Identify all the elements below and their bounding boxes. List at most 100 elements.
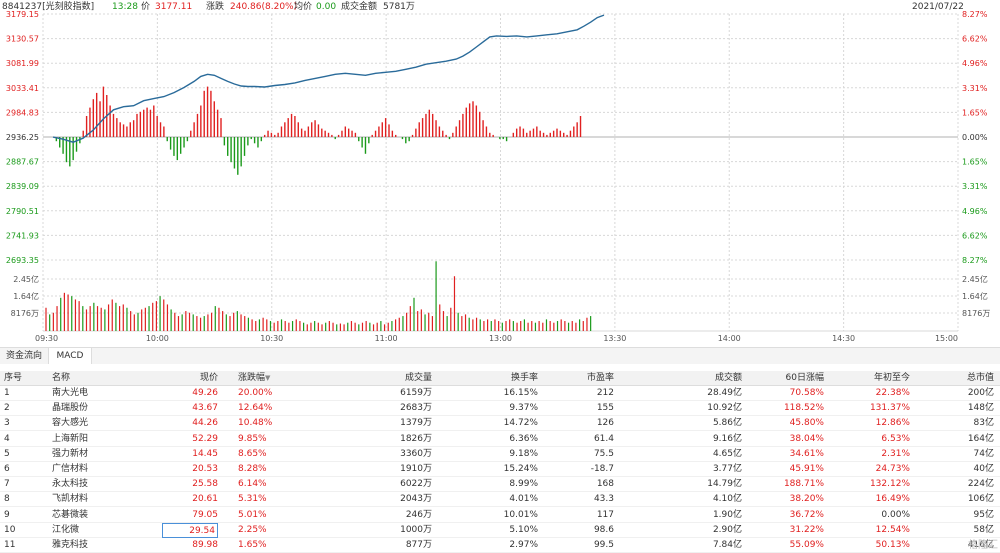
cell-no: 4 bbox=[4, 433, 10, 444]
table-row[interactable]: 7 永太科技 25.58 6.14% 6022万 8.99% 168 14.79亿 188.71… bbox=[0, 477, 1000, 493]
cell-no: 3 bbox=[4, 418, 10, 429]
cell-ytd: 50.13% bbox=[875, 540, 910, 550]
cell-volume: 246万 bbox=[405, 509, 432, 520]
col-header-pe[interactable]: 市盈率 bbox=[586, 373, 614, 383]
cell-name: 强力新材 bbox=[52, 448, 89, 459]
table-row[interactable]: 4 上海新阳 52.29 9.85% 1826万 6.36% 61.4 9.16亿 38.04%… bbox=[0, 432, 1000, 447]
time-axis-label: 14:00 bbox=[718, 334, 741, 343]
cell-amount: 7.84亿 bbox=[712, 540, 742, 550]
right-axis-tick: 6.62% bbox=[962, 35, 988, 44]
col-header-price[interactable]: 现价 bbox=[199, 373, 218, 383]
cell-name: 晶瑞股份 bbox=[52, 403, 89, 414]
intraday-chart[interactable]: 3179.15 8.27% 3130.57 6.62% 3081.99 4.96% 3033… bbox=[0, 0, 1000, 347]
table-row[interactable]: 11 雅克科技 89.98 1.65% 877万 2.97% 99.5 7.84亿 55.09%… bbox=[0, 538, 1000, 553]
cell-cap: 95亿 bbox=[973, 509, 994, 520]
cell-pe: 61.4 bbox=[593, 433, 614, 444]
col-header-no[interactable]: 序号 bbox=[4, 373, 23, 383]
cell-ytd: 16.49% bbox=[875, 494, 910, 505]
cell-cap: 83亿 bbox=[973, 418, 994, 429]
cell-price: 52.29 bbox=[192, 433, 218, 444]
cell-no: 6 bbox=[4, 464, 10, 474]
right-axis-tick: 1.65% bbox=[962, 158, 988, 167]
avg-value: 0.00 bbox=[316, 2, 337, 12]
cell-turnover: 14.72% bbox=[503, 418, 538, 429]
cell-ytd: 12.86% bbox=[875, 418, 910, 429]
cell-ytd: 24.73% bbox=[875, 464, 910, 474]
cell-volume: 1000万 bbox=[400, 524, 432, 535]
table-row[interactable]: 6 广信材料 20.53 8.28% 1910万 15.24% -18.7 3.77亿 45.9… bbox=[0, 462, 1000, 477]
cell-name: 上海新阳 bbox=[52, 433, 89, 444]
table-row[interactable]: 2 晶瑞股份 43.67 12.64% 2683万 9.37% 155 10.92亿 118.5… bbox=[0, 401, 1000, 417]
table-row[interactable]: 9 芯碁微装 79.05 5.01% 246万 10.01% 117 1.90亿 36.72% 0… bbox=[0, 508, 1000, 523]
col-header-cap[interactable]: 总市值 bbox=[966, 373, 994, 383]
amount-label: 成交金额 bbox=[341, 2, 378, 12]
cell-name: 广信材料 bbox=[52, 464, 89, 474]
cell-amount: 9.16亿 bbox=[712, 433, 742, 444]
col-header-volume[interactable]: 成交量 bbox=[404, 373, 432, 383]
cell-pct: 20.00% bbox=[238, 388, 273, 398]
cell-price: 29.54 bbox=[162, 522, 218, 538]
cell-no: 1 bbox=[4, 388, 10, 398]
avg-label: 均价 bbox=[294, 2, 313, 12]
right-axis-tick: 8.27% bbox=[962, 10, 988, 19]
tab-macd[interactable]: MACD bbox=[48, 348, 92, 364]
table-row[interactable]: 8 飞凯材料 20.61 5.31% 2043万 4.01% 43.3 4.10亿 38.20%… bbox=[0, 492, 1000, 508]
col-header-name[interactable]: 名称 bbox=[52, 373, 71, 383]
time-axis-label: 11:00 bbox=[375, 334, 398, 343]
quote-time: 13:28 bbox=[112, 2, 138, 12]
cell-pe: 99.5 bbox=[593, 540, 614, 550]
cell-amount: 2.90亿 bbox=[712, 524, 742, 535]
cell-turnover: 9.18% bbox=[509, 448, 538, 459]
col-header-pct-label: 涨跌幅 bbox=[238, 373, 266, 383]
cell-pct: 2.25% bbox=[238, 524, 267, 535]
volume-axis-tick: 8176万 bbox=[11, 309, 39, 318]
cell-price: 49.26 bbox=[192, 388, 218, 398]
cell-price: 79.05 bbox=[192, 509, 218, 520]
table-row[interactable]: 1 南大光电 49.26 20.00% 6159万 16.15% 212 28.49亿 70.5… bbox=[0, 386, 1000, 401]
table-row[interactable]: 5 强力新材 14.45 8.65% 3360万 9.18% 75.5 4.65亿 34.61%… bbox=[0, 447, 1000, 462]
cell-pe: -18.7 bbox=[590, 464, 614, 474]
cell-amount: 14.79亿 bbox=[707, 479, 742, 490]
col-header-pct[interactable]: 涨跌幅▼ bbox=[238, 371, 306, 386]
cell-pe: 155 bbox=[596, 403, 614, 414]
col-header-turnover[interactable]: 换手率 bbox=[510, 373, 538, 383]
time-axis-label: 14:30 bbox=[832, 334, 855, 343]
left-axis-tick: 3130.57 bbox=[6, 35, 39, 44]
left-axis-tick: 2693.35 bbox=[6, 256, 39, 265]
col-header-60d[interactable]: 60日涨幅 bbox=[785, 373, 824, 383]
table-row[interactable]: 3 容大感光 44.26 10.48% 1379万 14.72% 126 5.86亿 45.80… bbox=[0, 416, 1000, 432]
time-axis-label: 10:30 bbox=[260, 334, 283, 343]
cell-cap: 58亿 bbox=[973, 524, 994, 535]
table-row[interactable]: 10 江化微 29.54 2.25% 1000万 5.10% 98.6 2.90亿 31.22%… bbox=[0, 522, 1000, 538]
price-line bbox=[52, 14, 605, 143]
right-axis-tick: 8.27% bbox=[962, 256, 988, 265]
col-header-amount[interactable]: 成交额 bbox=[714, 373, 742, 383]
cell-60d: 38.20% bbox=[789, 494, 824, 505]
cell-turnover: 2.97% bbox=[509, 540, 538, 550]
cell-turnover: 15.24% bbox=[503, 464, 538, 474]
cell-pct: 8.28% bbox=[238, 464, 267, 474]
left-axis-tick: 2839.09 bbox=[6, 182, 39, 191]
left-axis-tick: 2887.67 bbox=[6, 158, 39, 167]
cell-60d: 45.80% bbox=[789, 418, 824, 429]
tab-fund-flow[interactable]: 资金流向 bbox=[5, 351, 42, 361]
left-axis-tick: 2984.83 bbox=[6, 108, 39, 117]
cell-no: 10 bbox=[4, 524, 16, 535]
left-axis-tick: 2741.93 bbox=[6, 231, 39, 240]
cell-ytd: 6.53% bbox=[881, 433, 910, 444]
cell-price: 20.61 bbox=[192, 494, 218, 505]
cell-price: 43.67 bbox=[192, 403, 218, 414]
cell-cap: 164亿 bbox=[967, 433, 994, 444]
cell-ytd: 132.12% bbox=[869, 479, 910, 490]
left-axis-tick: 3033.41 bbox=[6, 84, 39, 93]
cell-pct: 10.48% bbox=[238, 418, 273, 429]
cell-60d: 55.09% bbox=[789, 540, 824, 550]
cell-name: 江化微 bbox=[52, 524, 80, 535]
cell-amount: 4.10亿 bbox=[712, 494, 742, 505]
volume-axis-tick-right: 8176万 bbox=[962, 309, 990, 318]
col-header-ytd[interactable]: 年初至今 bbox=[873, 373, 910, 383]
cell-name: 飞凯材料 bbox=[52, 494, 89, 505]
indicator-tab-bar: 资金流向 MACD bbox=[0, 347, 1000, 364]
cell-amount: 5.86亿 bbox=[712, 418, 742, 429]
cell-price: 20.53 bbox=[192, 464, 218, 474]
